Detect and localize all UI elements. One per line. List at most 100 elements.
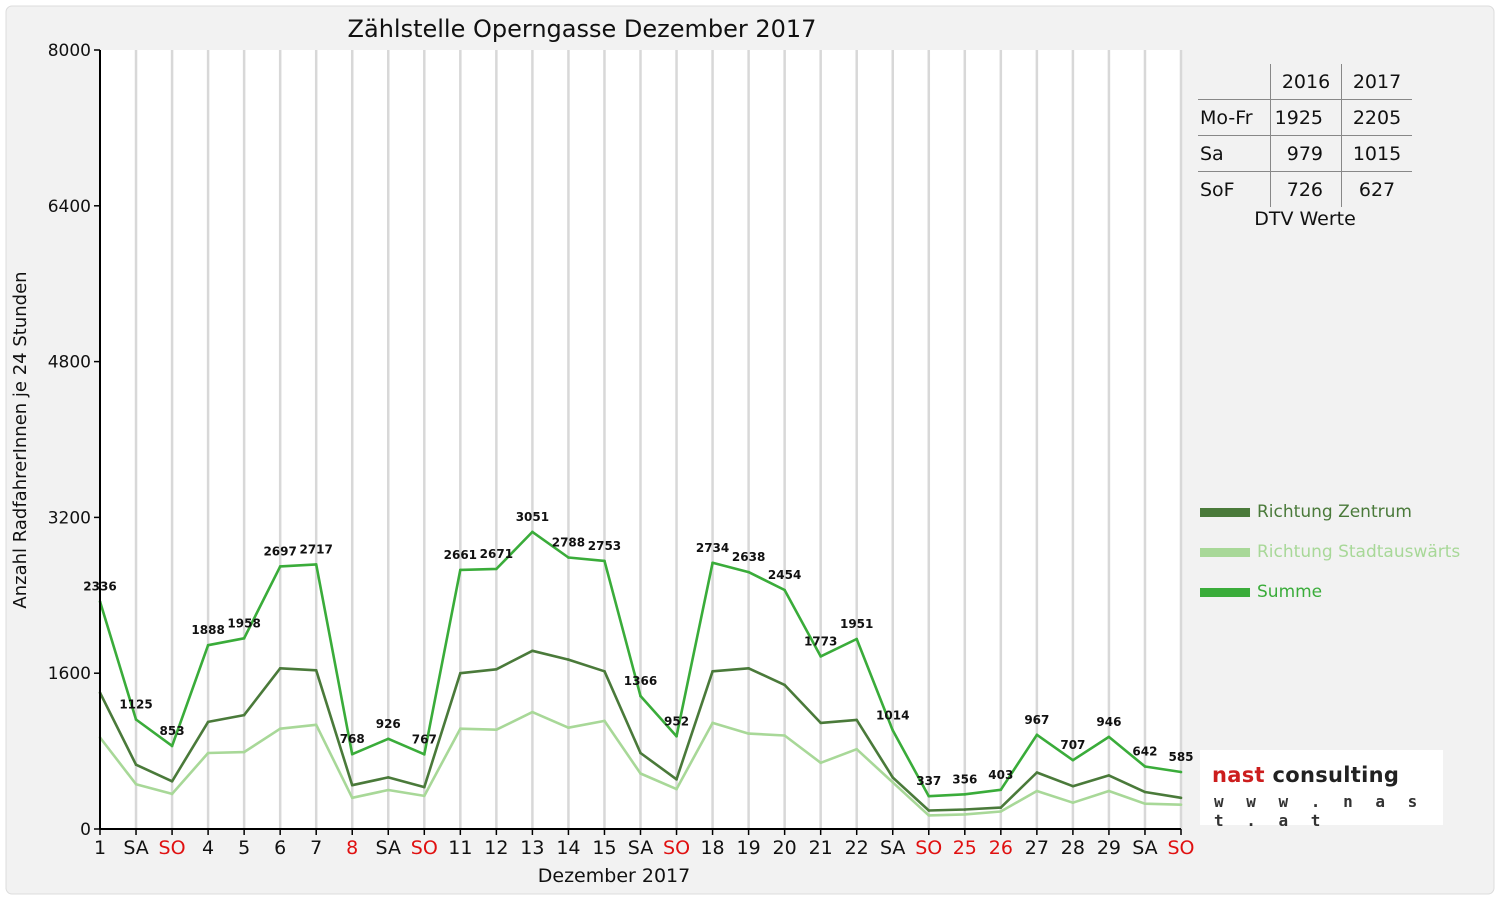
data-point <box>1035 771 1039 774</box>
data-point <box>639 751 642 755</box>
x-tick-label: 12 <box>484 837 508 859</box>
data-point <box>531 530 534 534</box>
data-label: 946 <box>1096 715 1121 729</box>
x-tick-label: 29 <box>1097 837 1121 859</box>
legend-swatch-zentrum <box>1200 507 1250 517</box>
data-point <box>350 752 354 756</box>
data-point <box>1107 735 1111 739</box>
dtv-header-2017: 2017 <box>1341 64 1412 100</box>
x-tick-label: 20 <box>773 837 797 859</box>
dtv-value-2017: 1015 <box>1341 135 1412 172</box>
data-point <box>170 792 174 796</box>
x-tick-label: 4 <box>202 837 214 859</box>
data-point <box>639 694 642 698</box>
data-point <box>711 721 714 725</box>
legend-item-stadtauswaerts: Richtung Stadtauswärts <box>1200 532 1460 572</box>
data-point <box>963 793 967 796</box>
data-label: 2697 <box>263 544 296 558</box>
data-point <box>386 788 390 792</box>
dtv-row-sa: Sa 979 1015 <box>1198 135 1412 172</box>
data-point <box>567 658 570 661</box>
data-point <box>170 779 174 783</box>
data-label: 2638 <box>732 550 765 564</box>
data-point <box>170 744 174 748</box>
dtv-row-label: Mo-Fr <box>1198 99 1271 136</box>
data-point <box>206 720 210 724</box>
data-point <box>855 718 858 722</box>
data-point <box>603 669 606 673</box>
x-axis-label: Dezember 2017 <box>538 865 690 887</box>
data-point <box>999 788 1003 792</box>
data-point <box>675 778 678 781</box>
data-label: 1958 <box>227 616 260 630</box>
data-label: 337 <box>916 774 941 788</box>
ytick-layer: 0 1600 3200 4800 6400 8000 <box>48 41 100 840</box>
data-point <box>314 563 318 566</box>
data-point <box>711 561 714 565</box>
x-tick-label: 27 <box>1025 837 1049 859</box>
data-point <box>675 787 678 791</box>
data-point <box>855 747 858 751</box>
data-point <box>495 668 498 671</box>
data-point <box>423 794 426 798</box>
data-point <box>1071 784 1075 788</box>
data-point <box>891 728 895 732</box>
data-point <box>783 683 786 687</box>
data-label: 707 <box>1060 738 1085 752</box>
data-point <box>1071 801 1075 805</box>
data-point <box>567 556 570 559</box>
data-point <box>747 732 750 735</box>
xtick-layer: 1 SA SO 4 5 6 7 8 SA SO 11 12 13 14 15 SA SO 18 19 20 21 22 SA… <box>94 829 1195 859</box>
data-point <box>747 667 750 670</box>
data-point <box>1035 733 1039 737</box>
x-tick-label: 7 <box>310 837 322 859</box>
data-point <box>1143 802 1147 805</box>
x-tick-label: 21 <box>809 837 833 859</box>
legend-swatch-stadtauswaerts <box>1200 547 1250 557</box>
dtv-value-2016: 726 <box>1270 171 1342 207</box>
data-point <box>819 655 822 658</box>
x-tick-label: 18 <box>700 837 724 859</box>
x-tick-label: SA <box>628 837 653 859</box>
dtv-header-empty <box>1198 64 1271 100</box>
legend-item-summe: Summe <box>1200 572 1460 612</box>
data-label: 2454 <box>768 568 801 582</box>
legend-swatch-summe <box>1200 587 1250 597</box>
data-point <box>603 719 606 723</box>
data-label: 1014 <box>876 708 909 722</box>
data-label: 1888 <box>191 623 224 637</box>
x-tick-label: 25 <box>953 837 977 859</box>
data-point <box>999 806 1003 809</box>
data-point <box>819 721 822 725</box>
data-point <box>134 763 138 767</box>
legend-label-summe: Summe <box>1257 582 1323 602</box>
data-label: 952 <box>664 714 689 728</box>
logo-brand-part1: nast <box>1212 763 1265 787</box>
dtv-value-2016: 979 <box>1270 135 1342 172</box>
data-point <box>891 776 895 779</box>
chart-title: Zählstelle Operngasse Dezember 2017 <box>348 15 817 43</box>
data-point <box>927 809 931 812</box>
data-point <box>495 567 498 571</box>
x-tick-label: SA <box>1132 837 1157 859</box>
x-tick-label: 11 <box>448 837 472 859</box>
x-tick-label: 13 <box>520 837 544 859</box>
data-point <box>963 808 967 811</box>
data-label: 768 <box>340 732 365 746</box>
x-tick-label: SA <box>123 837 148 859</box>
logo-brand: nast consulting <box>1212 763 1399 787</box>
x-tick-label: 22 <box>845 837 869 859</box>
y-tick-label: 1600 <box>48 664 91 684</box>
legend: Richtung Zentrum Richtung Stadtauswärts … <box>1200 492 1460 612</box>
data-point <box>1035 789 1039 793</box>
data-label: 1773 <box>804 634 837 648</box>
data-point <box>819 761 822 765</box>
data-point <box>675 734 678 738</box>
data-label: 585 <box>1168 750 1193 764</box>
series-layer <box>98 530 1183 817</box>
data-point <box>134 782 138 786</box>
dtv-header-2016: 2016 <box>1270 64 1342 100</box>
data-point <box>206 643 210 647</box>
